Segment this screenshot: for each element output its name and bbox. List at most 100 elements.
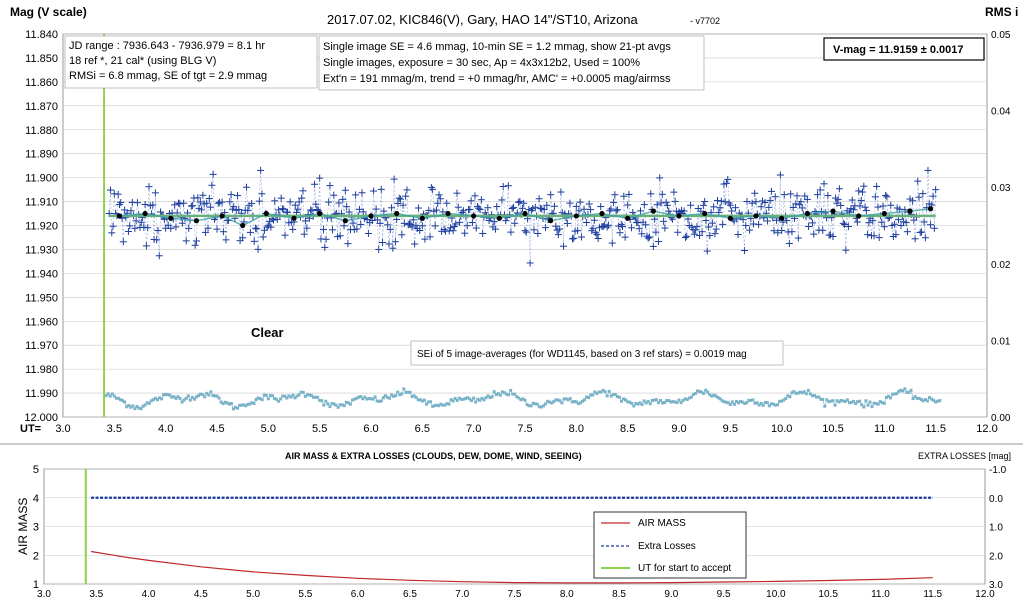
x-tick-label: 10.0 [766, 589, 786, 600]
average-point [263, 210, 269, 217]
single-image-point [797, 198, 805, 206]
y2-tick-label: 0.05 [991, 30, 1011, 41]
average-point [881, 210, 887, 217]
y-tick-label: 11.910 [25, 197, 58, 209]
single-image-point [583, 218, 591, 226]
legend-losses-label: Extra Losses [638, 541, 696, 552]
single-image-point [520, 199, 528, 207]
y-tick-label: 11.930 [25, 244, 58, 256]
average-point [650, 208, 656, 214]
y-tick-label: 11.940 [25, 268, 58, 280]
x-tick-label: 5.5 [298, 589, 312, 600]
single-image-point [493, 203, 501, 211]
grid [63, 33, 987, 418]
single-image-point [502, 217, 510, 225]
average-point [856, 213, 862, 219]
x-tick-label: 8.0 [569, 423, 584, 435]
average-point [342, 218, 348, 224]
single-image-point [590, 216, 598, 224]
y-tick-label: 11.860 [25, 77, 58, 89]
y-tick-label: 11.840 [25, 29, 58, 41]
x-tick-label: 4.5 [209, 423, 224, 435]
airmass-chart-title: AIR MASS & EXTRA LOSSES (CLOUDS, DEW, DO… [285, 451, 582, 461]
single-image-point [358, 189, 366, 197]
x-tick-label: 9.0 [671, 423, 686, 435]
average-point [168, 215, 174, 221]
single-image-point [755, 220, 763, 228]
average-point [419, 215, 425, 221]
average-point [804, 210, 810, 217]
airmass-x-tick-labels: 3.0 3.5 4.0 4.5 5.0 5.5 6.0 6.5 7.0 7.5 8.0 8.5 9.0 9… [37, 589, 995, 600]
x-tick-label: 11.0 [871, 589, 890, 600]
single-image-point [764, 217, 772, 225]
x-tick-label: 9.0 [664, 589, 678, 600]
x-tick-label: 10.0 [771, 423, 792, 435]
single-image-point [780, 191, 788, 199]
single-image-point [326, 182, 334, 190]
y2-tick-label: -1.0 [989, 465, 1007, 476]
x-tick-label: 3.0 [55, 423, 70, 435]
single-image-point [522, 228, 530, 236]
single-image-point [848, 196, 856, 204]
average-point [702, 210, 708, 217]
legend-airmass-label: AIR MASS [638, 518, 686, 529]
average-point [317, 210, 323, 217]
airmass-y-tick-labels: 1 2 3 4 5 [33, 464, 39, 591]
single-image-point [466, 205, 474, 213]
single-image-point [661, 224, 669, 232]
y-axis-label: Mag (V scale) [10, 5, 87, 19]
single-image-point [490, 218, 498, 226]
x-tick-label: 9.5 [717, 589, 731, 600]
single-image-point [114, 190, 122, 198]
single-image-point [468, 219, 476, 227]
chart-title: 2017.07.02, KIC846(V), Gary, HAO 14"/ST1… [327, 12, 639, 27]
y-tick-label: 11.920 [25, 221, 58, 233]
sei-text: SEi of 5 image-averages (for WD1145, bas… [417, 349, 747, 360]
x-tick-label: 6.0 [363, 423, 378, 435]
x-tick-label: 10.5 [822, 423, 843, 435]
y-tick-label: 12.000 [24, 412, 58, 424]
y-tick-label: 11.890 [25, 149, 58, 161]
single-image-point [408, 223, 416, 231]
rms-line [105, 388, 940, 410]
single-image-point [329, 226, 336, 234]
single-image-point [259, 233, 267, 241]
single-image-point [594, 235, 602, 243]
y-tick-label: 11.990 [25, 388, 58, 400]
rms-point [104, 394, 108, 398]
single-image-point [570, 234, 578, 242]
x-tick-label: 5.5 [312, 423, 327, 435]
single-image-point [586, 206, 594, 214]
single-image-point [860, 182, 868, 190]
single-image-point [372, 205, 380, 213]
x-axis-label: UT= [20, 423, 41, 435]
single-image-point [357, 220, 365, 228]
airmass-grid [44, 468, 985, 585]
average-point [727, 215, 733, 221]
single-image-point [153, 236, 161, 244]
ref-stars-text: 18 ref *, 21 cal* (using BLG V) [69, 55, 216, 67]
average-point [676, 213, 682, 219]
average-point [548, 218, 554, 224]
average-point [471, 213, 477, 219]
y2-tick-label: 1.0 [989, 523, 1003, 534]
sei-box: SEi of 5 image-averages (for WD1145, bas… [410, 340, 784, 366]
single-image-point [355, 205, 363, 213]
single-image-point [810, 230, 818, 238]
rms-series [104, 387, 942, 411]
y2-tick-label: 3.0 [989, 580, 1003, 591]
single-image-point [416, 227, 424, 235]
jd-range-text: JD range : 7936.643 - 7936.979 = 8.1 hr [69, 40, 265, 52]
single-image-point [364, 230, 372, 238]
average-point [142, 210, 148, 217]
single-image-point [726, 201, 734, 209]
airmass-chart: AIR MASS & EXTRA LOSSES (CLOUDS, DEW, DO… [16, 451, 1011, 600]
y-tick-label: 5 [33, 464, 39, 476]
airmass-series [84, 469, 933, 584]
single-image-point [518, 204, 526, 212]
y2-tick-label: 0.04 [991, 107, 1011, 118]
x-tick-label: 9.5 [723, 423, 738, 435]
average-point [907, 208, 913, 214]
clear-label: Clear [251, 325, 284, 340]
legend-start-label: UT for start to accept [638, 563, 731, 574]
